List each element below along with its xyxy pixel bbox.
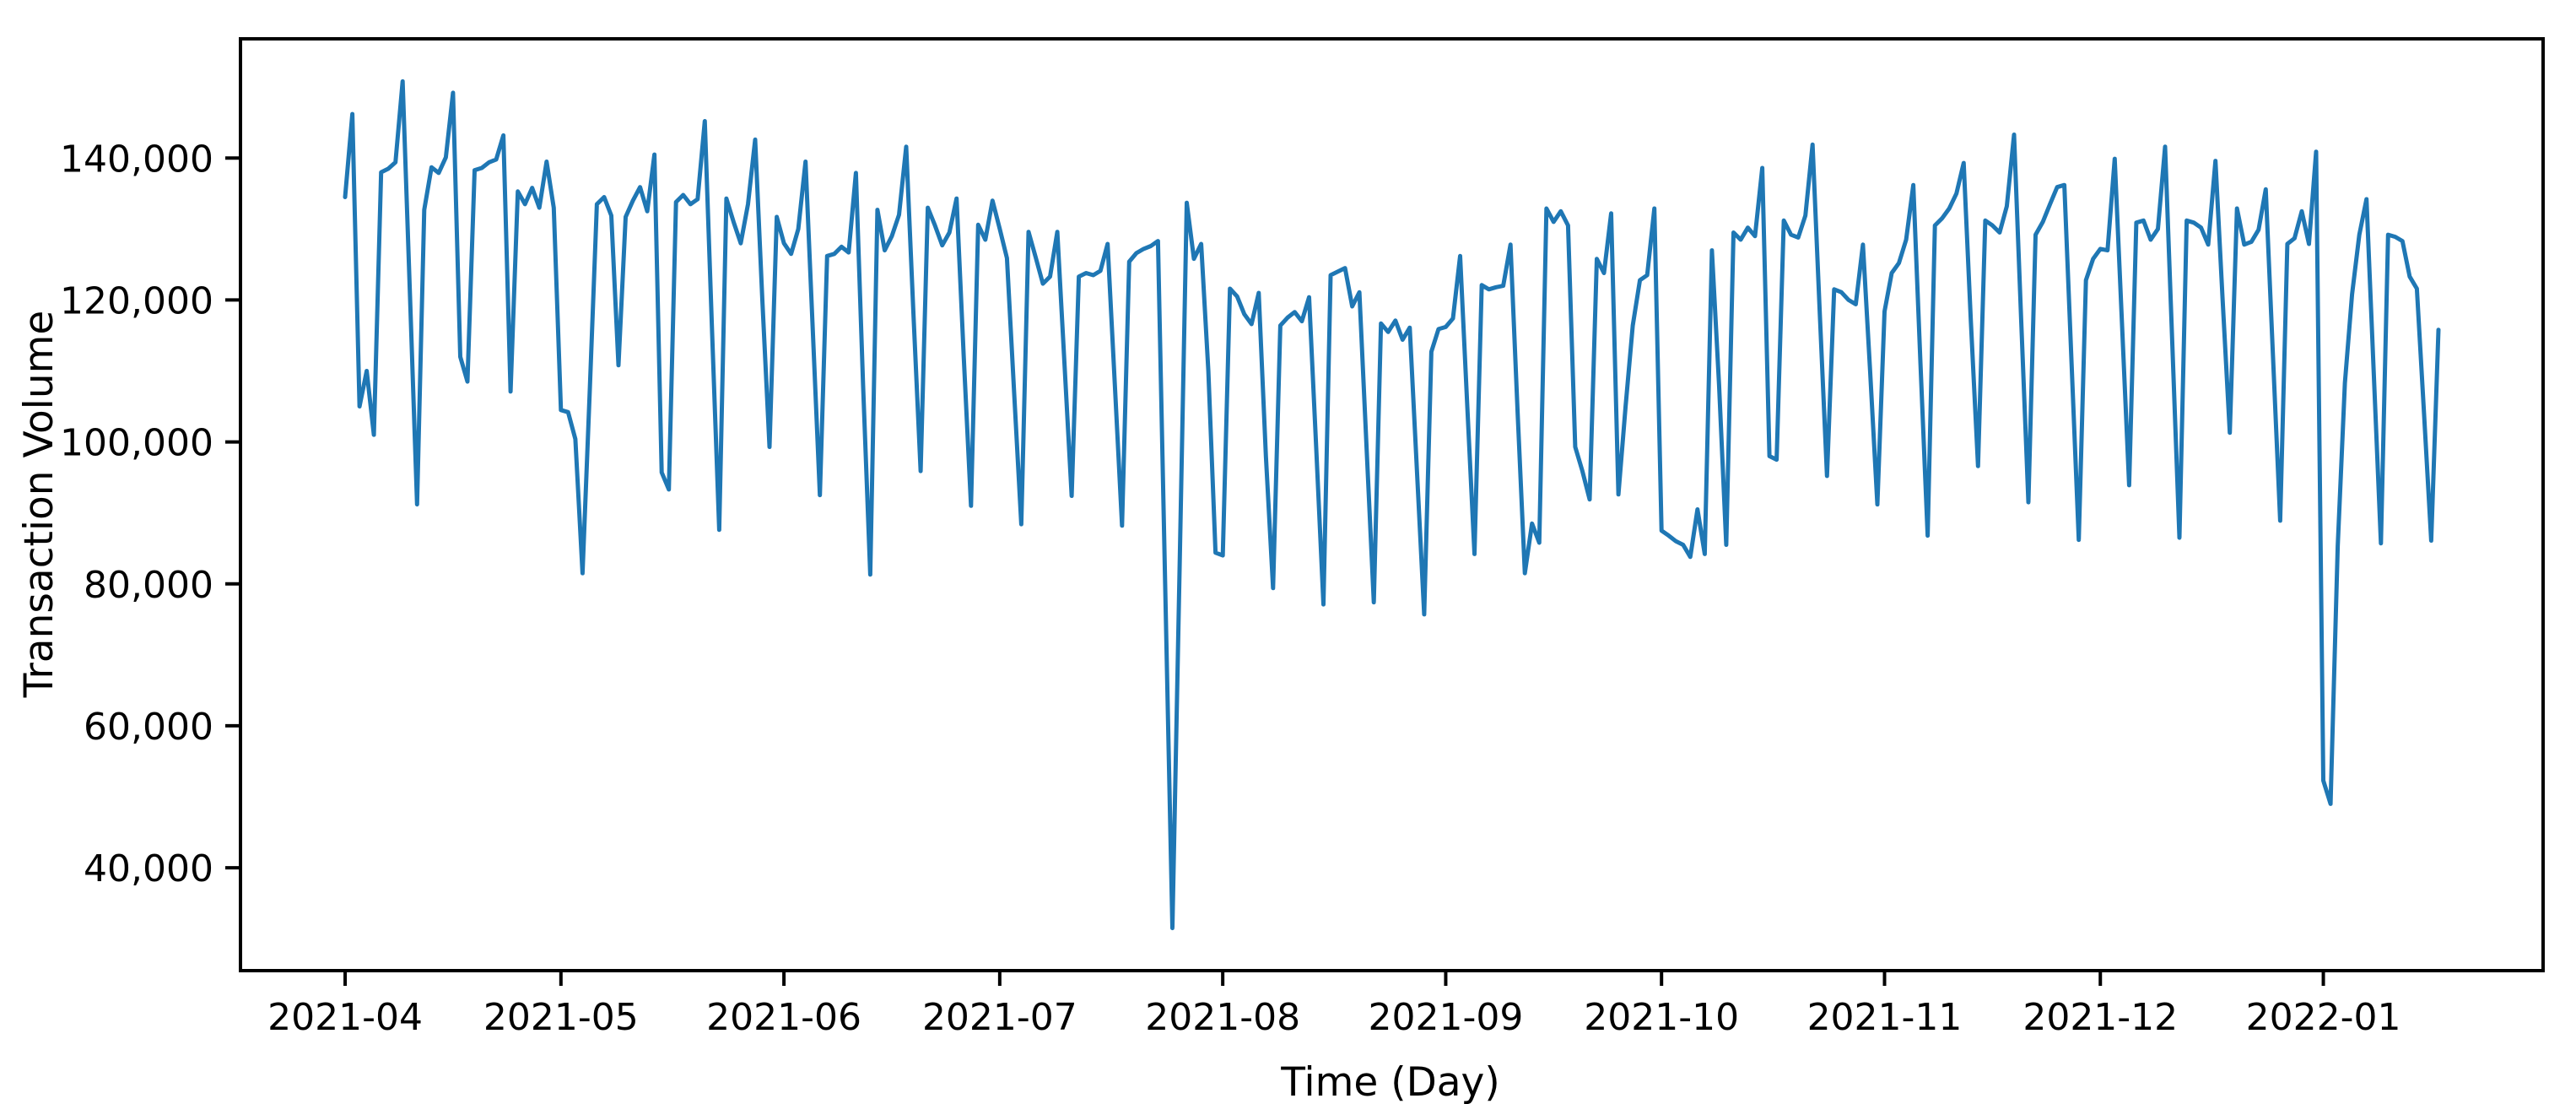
plot-box-spines bbox=[239, 37, 2545, 972]
x-tick-label: 2021-05 bbox=[483, 996, 639, 1039]
x-tick-label: 2021-08 bbox=[1145, 996, 1300, 1039]
y-tick-label: 120,000 bbox=[60, 279, 213, 322]
x-tick-label: 2021-04 bbox=[267, 996, 423, 1039]
x-tick-label: 2022-01 bbox=[2246, 996, 2401, 1039]
x-tick-label: 2021-07 bbox=[922, 996, 1077, 1039]
x-tick-label: 2021-11 bbox=[1807, 996, 1963, 1039]
y-tick-label: 60,000 bbox=[84, 706, 213, 749]
x-axis-title: Time (Day) bbox=[1280, 1059, 1499, 1104]
y-tick-label: 80,000 bbox=[84, 564, 213, 607]
transaction-volume-series-line bbox=[343, 78, 2441, 931]
y-tick-label: 100,000 bbox=[60, 422, 213, 465]
x-tick-label: 2021-09 bbox=[1369, 996, 1524, 1039]
x-tick-label: 2021-06 bbox=[706, 996, 861, 1039]
x-tick-label: 2021-10 bbox=[1584, 996, 1739, 1039]
x-tick-label: 2021-12 bbox=[2022, 996, 2178, 1039]
y-tick-label: 40,000 bbox=[84, 847, 213, 890]
y-axis-title: Transaction Volume bbox=[16, 311, 62, 699]
y-tick-label: 140,000 bbox=[60, 138, 213, 181]
